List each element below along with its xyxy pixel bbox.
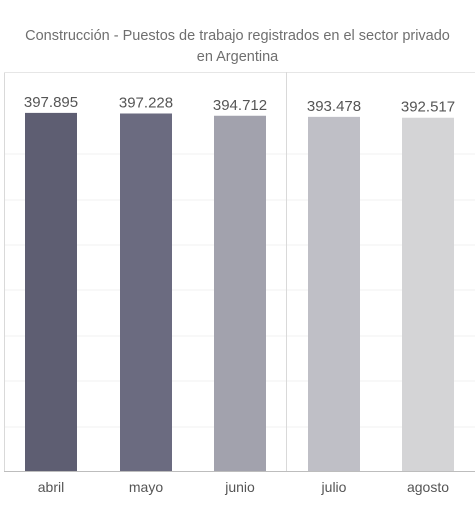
x-tick-label-abril: abril xyxy=(38,479,64,495)
value-label-abril: 397.895 xyxy=(24,94,78,111)
bar-abril xyxy=(25,112,77,471)
value-label-agosto: 392.517 xyxy=(401,99,455,116)
bars xyxy=(25,112,454,471)
x-tick-label-julio: julio xyxy=(321,479,347,495)
chart-title-line-2: en Argentina xyxy=(196,49,279,65)
x-tick-label-agosto: agosto xyxy=(407,479,449,495)
chart-title-line-1: Construcción - Puestos de trabajo regist… xyxy=(25,28,450,44)
bar-agosto xyxy=(402,117,454,471)
bar-junio xyxy=(214,115,266,471)
bar-mayo xyxy=(120,113,172,471)
value-labels: 397.895 397.228 394.712 393.478 392.517 xyxy=(24,94,455,116)
plot-frame xyxy=(4,72,475,472)
value-label-julio: 393.478 xyxy=(307,98,361,115)
x-tick-label-junio: junio xyxy=(224,479,255,495)
chart-title: Construcción - Puestos de trabajo regist… xyxy=(0,26,475,68)
value-label-junio: 394.712 xyxy=(213,97,267,114)
bar-julio xyxy=(308,116,360,471)
x-tick-labels: abril mayo junio julio agosto xyxy=(38,479,449,495)
value-label-mayo: 397.228 xyxy=(119,94,173,111)
x-tick-label-mayo: mayo xyxy=(129,479,163,495)
